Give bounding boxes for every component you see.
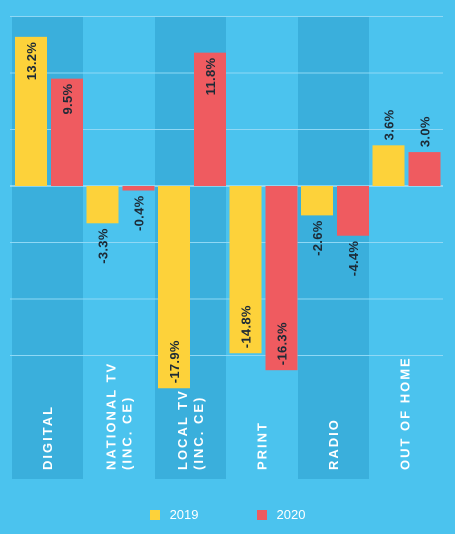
column-band-radio bbox=[298, 17, 369, 479]
bar-2020-out-of-home bbox=[408, 152, 441, 186]
value-label-2019-radio: -2.6% bbox=[310, 220, 325, 256]
value-label-2019-print: -14.8% bbox=[239, 305, 254, 348]
legend-label-2019: 2019 bbox=[169, 507, 199, 522]
bar-2019-local-tv-inc-ce bbox=[158, 186, 190, 389]
value-label-2020-local-tv-inc-ce: 11.8% bbox=[203, 58, 218, 96]
bar-2020-local-tv-inc-ce bbox=[194, 52, 226, 186]
value-label-2019-national-tv-inc-ce: -3.3% bbox=[96, 228, 111, 264]
legend-label-2020: 2020 bbox=[276, 507, 306, 522]
bar-2020-national-tv-inc-ce bbox=[122, 186, 155, 191]
bar-2019-national-tv-inc-ce bbox=[86, 186, 119, 224]
value-label-2020-out-of-home: 3.0% bbox=[418, 116, 433, 147]
bar-2019-radio bbox=[301, 186, 333, 216]
category-label-digital: DIGITAL bbox=[40, 405, 55, 470]
category-label-out-of-home: OUT OF HOME bbox=[398, 356, 413, 470]
value-label-2020-radio: -4.4% bbox=[346, 241, 361, 277]
category-label-print: PRINT bbox=[255, 421, 270, 470]
value-label-2020-digital: 9.5% bbox=[60, 84, 75, 115]
bar-2019-digital bbox=[15, 36, 47, 187]
legend-swatch-2020 bbox=[256, 509, 267, 520]
bar-2019-out-of-home bbox=[372, 145, 405, 186]
category-label-local-tv-inc-ce-line-2: (INC. CE) bbox=[191, 396, 206, 470]
value-label-2019-digital: 13.2% bbox=[24, 42, 39, 81]
category-label-local-tv-inc-ce-line-1: LOCAL TV bbox=[175, 389, 190, 470]
value-label-2020-national-tv-inc-ce: -0.4% bbox=[132, 195, 147, 231]
category-label-radio: RADIO bbox=[326, 418, 341, 470]
category-label-national-tv-inc-ce-line-1: NATIONAL TV bbox=[104, 362, 119, 470]
category-label-national-tv-inc-ce-line-2: (INC. CE) bbox=[120, 396, 135, 470]
legend-item-2020: 2020 bbox=[256, 507, 306, 522]
value-label-2019-out-of-home: 3.6% bbox=[382, 109, 397, 140]
legend-item-2019: 2019 bbox=[149, 507, 199, 522]
bar-2019-print bbox=[229, 186, 262, 354]
bar-2020-print bbox=[265, 186, 298, 371]
value-label-2020-print: -16.3% bbox=[275, 322, 290, 365]
bar-2020-radio bbox=[337, 186, 369, 236]
value-label-2019-local-tv-inc-ce: -17.9% bbox=[167, 340, 182, 383]
legend: 2019 2020 bbox=[0, 507, 455, 522]
legend-swatch-2019 bbox=[149, 509, 160, 520]
bar-2020-digital bbox=[51, 78, 83, 186]
